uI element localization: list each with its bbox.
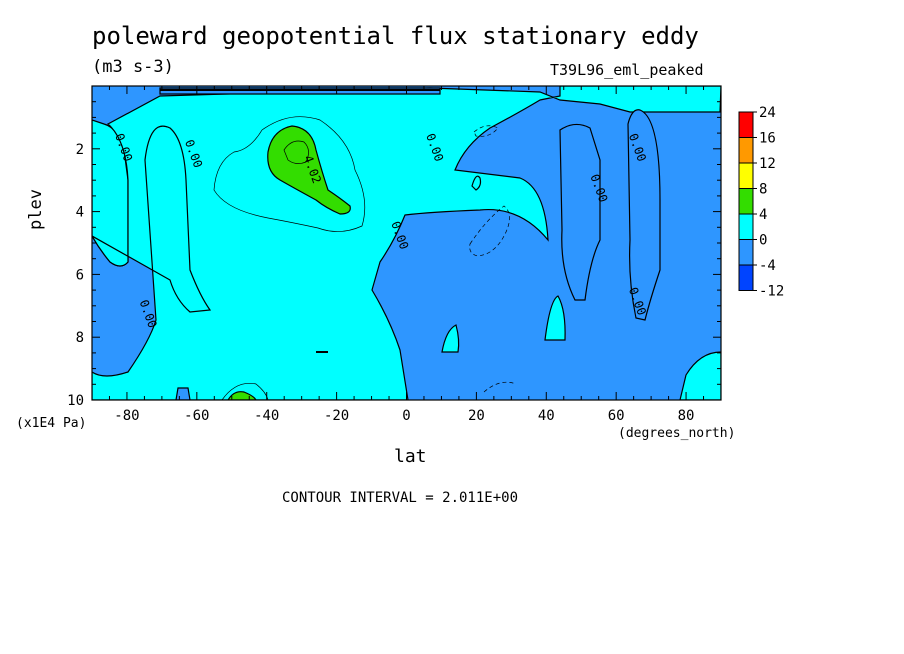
contour-line-dashed-3 <box>483 381 517 393</box>
y-unit-label: (x1E4 Pa) <box>16 416 87 431</box>
field-negative-band-east <box>627 109 661 321</box>
colorbar-label: 8 <box>759 182 767 198</box>
contour-line-inner <box>283 140 309 164</box>
dataset-label: T39L96_eml_peaked <box>550 61 704 79</box>
colorbar-label: 0 <box>759 233 767 249</box>
chart-title: poleward geopotential flux stationary ed… <box>92 22 699 50</box>
x-tick-label: -80 <box>114 408 139 424</box>
colorbar-swatch <box>738 264 754 291</box>
x-tick-label: -40 <box>254 408 279 424</box>
x-tick-label: -60 <box>184 408 209 424</box>
contour-field <box>92 86 721 400</box>
field-green-blob <box>267 125 351 215</box>
y-tick-label: 10 <box>67 393 84 409</box>
x-tick-label: 80 <box>678 408 695 424</box>
colorbar-label: 4 <box>759 207 767 223</box>
contour-line-dashed-1 <box>469 205 510 257</box>
x-tick-label: 0 <box>402 408 410 424</box>
y-tick-label: 2 <box>76 142 84 158</box>
field-positive-region-main <box>92 86 721 400</box>
colorbar-label: 24 <box>759 105 776 121</box>
contour-interval-text: CONTOUR INTERVAL = 2.011E+00 <box>282 490 519 506</box>
colorbar-label: -4 <box>759 258 776 274</box>
colorbar-swatch <box>738 111 754 138</box>
contour-line-south <box>221 383 269 400</box>
colorbar-label: -12 <box>759 284 784 300</box>
field-negative-band-center <box>559 123 601 301</box>
colorbar: 24 16 12 8 4 0 -4 -12 <box>738 105 784 300</box>
colorbar-swatch <box>738 162 754 189</box>
contour-line-outer <box>213 116 366 232</box>
field-south-blue-notch <box>175 387 191 400</box>
y-tick-label: 8 <box>76 330 84 346</box>
x-tick-label: 60 <box>608 408 625 424</box>
units-label: (m3 s-3) <box>92 57 174 77</box>
x-axis-label: lat <box>394 446 427 467</box>
field-island-3 <box>471 175 482 191</box>
x-tick-label: -20 <box>324 408 349 424</box>
x-tick-label: 20 <box>468 408 485 424</box>
colorbar-swatch <box>738 239 754 266</box>
field-island-1 <box>441 324 460 353</box>
axes: -80 -60 -40 -20 0 20 40 60 80 2 4 6 8 10 <box>67 85 722 424</box>
y-tick-label: 4 <box>76 205 84 221</box>
colorbar-swatch <box>738 137 754 164</box>
colorbar-label: 16 <box>759 131 776 147</box>
contour-line-dashed-2 <box>473 125 499 137</box>
colorbar-swatch <box>738 188 754 215</box>
y-tick-label: 6 <box>76 267 84 283</box>
colorbar-label: 12 <box>759 156 776 172</box>
field-island-2 <box>544 295 566 341</box>
colorbar-swatch <box>738 213 754 240</box>
x-unit-label: (degrees_north) <box>618 426 736 441</box>
x-tick-label: 40 <box>538 408 555 424</box>
